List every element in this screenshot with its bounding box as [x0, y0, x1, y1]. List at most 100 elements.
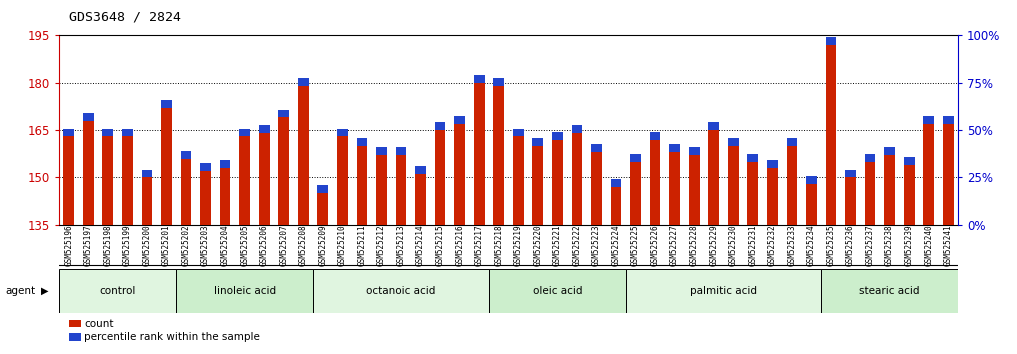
Bar: [239, 136, 250, 225]
Text: GSM525200: GSM525200: [142, 225, 152, 267]
Text: GSM525197: GSM525197: [83, 225, 93, 267]
Text: GSM525214: GSM525214: [416, 225, 425, 267]
Bar: [845, 170, 856, 177]
Text: ▶: ▶: [41, 286, 48, 296]
Text: GSM525223: GSM525223: [592, 225, 601, 267]
Text: GDS3648 / 2824: GDS3648 / 2824: [69, 11, 181, 24]
Text: GSM525233: GSM525233: [787, 225, 796, 267]
Text: GSM525231: GSM525231: [749, 225, 758, 267]
Bar: [103, 129, 113, 136]
Bar: [806, 176, 817, 184]
Bar: [317, 193, 328, 225]
Bar: [376, 155, 386, 225]
Bar: [552, 139, 562, 225]
Text: count: count: [84, 319, 114, 329]
Bar: [728, 138, 738, 146]
Text: GSM525199: GSM525199: [123, 225, 132, 267]
Bar: [747, 162, 759, 225]
Text: GSM525237: GSM525237: [865, 225, 875, 267]
Bar: [122, 129, 133, 136]
Text: GSM525225: GSM525225: [631, 225, 640, 267]
Text: octanoic acid: octanoic acid: [366, 286, 435, 296]
Bar: [806, 184, 817, 225]
Bar: [669, 152, 680, 225]
Bar: [357, 146, 367, 225]
Text: GSM525238: GSM525238: [885, 225, 894, 267]
Text: GSM525241: GSM525241: [944, 225, 953, 267]
Bar: [650, 132, 660, 139]
Text: GSM525221: GSM525221: [553, 225, 561, 267]
Bar: [845, 177, 856, 225]
Text: GSM525220: GSM525220: [533, 225, 542, 267]
Bar: [533, 138, 543, 146]
Bar: [943, 116, 954, 124]
Bar: [337, 129, 348, 136]
Bar: [591, 144, 602, 152]
Bar: [396, 155, 407, 225]
Bar: [489, 269, 625, 313]
Bar: [141, 170, 153, 177]
Text: GSM525230: GSM525230: [729, 225, 737, 267]
Bar: [864, 162, 876, 225]
Bar: [826, 37, 836, 45]
Bar: [572, 133, 583, 225]
Text: GSM525198: GSM525198: [104, 225, 112, 267]
Bar: [103, 136, 113, 225]
Bar: [650, 139, 660, 225]
Bar: [298, 86, 309, 225]
Bar: [689, 148, 700, 155]
Text: GSM525227: GSM525227: [670, 225, 679, 267]
Text: GSM525226: GSM525226: [651, 225, 660, 267]
Bar: [610, 187, 621, 225]
Text: GSM525208: GSM525208: [299, 225, 308, 267]
Bar: [161, 100, 172, 108]
Bar: [220, 168, 231, 225]
Bar: [884, 155, 895, 225]
Text: linoleic acid: linoleic acid: [214, 286, 276, 296]
Bar: [767, 160, 778, 168]
Bar: [513, 136, 524, 225]
Bar: [122, 136, 133, 225]
Bar: [220, 160, 231, 168]
Text: GSM525240: GSM525240: [924, 225, 934, 267]
Bar: [513, 129, 524, 136]
Bar: [821, 269, 958, 313]
Bar: [943, 124, 954, 225]
Text: GSM525210: GSM525210: [338, 225, 347, 267]
Text: GSM525218: GSM525218: [494, 225, 503, 267]
Bar: [884, 148, 895, 155]
Bar: [83, 121, 94, 225]
Text: GSM525224: GSM525224: [611, 225, 620, 267]
Bar: [357, 138, 367, 146]
Bar: [708, 122, 719, 130]
Bar: [298, 78, 309, 86]
Text: agent: agent: [5, 286, 36, 296]
Bar: [474, 83, 484, 225]
Text: GSM525201: GSM525201: [162, 225, 171, 267]
Text: GSM525232: GSM525232: [768, 225, 777, 267]
Text: GSM525209: GSM525209: [318, 225, 327, 267]
Text: GSM525228: GSM525228: [690, 225, 699, 267]
Text: GSM525235: GSM525235: [827, 225, 836, 267]
Bar: [631, 154, 641, 162]
Bar: [434, 122, 445, 130]
Bar: [826, 45, 836, 225]
Bar: [59, 269, 176, 313]
Text: GSM525196: GSM525196: [64, 225, 73, 267]
Text: GSM525239: GSM525239: [905, 225, 913, 267]
Bar: [161, 108, 172, 225]
Bar: [415, 166, 426, 174]
Text: oleic acid: oleic acid: [533, 286, 582, 296]
Bar: [63, 129, 74, 136]
Text: GSM525216: GSM525216: [456, 225, 464, 267]
Bar: [493, 78, 504, 86]
Text: percentile rank within the sample: percentile rank within the sample: [84, 332, 260, 342]
Text: GSM525229: GSM525229: [709, 225, 718, 267]
Bar: [786, 138, 797, 146]
Bar: [279, 118, 289, 225]
Bar: [631, 162, 641, 225]
Bar: [572, 125, 583, 133]
Text: stearic acid: stearic acid: [859, 286, 919, 296]
Bar: [669, 144, 680, 152]
Bar: [904, 165, 914, 225]
